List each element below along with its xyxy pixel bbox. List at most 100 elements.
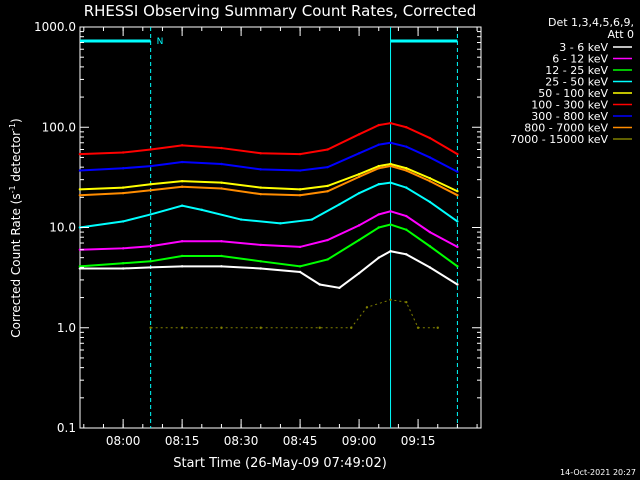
series-2 — [78, 223, 459, 268]
data-point — [357, 175, 361, 179]
data-point — [377, 167, 380, 170]
data-point — [78, 226, 82, 229]
series-8 — [149, 298, 439, 329]
data-point — [121, 267, 125, 270]
series-7 — [78, 164, 459, 197]
data-point — [298, 245, 302, 249]
y-tick-label: 10.0 — [49, 221, 76, 235]
data-point — [180, 204, 184, 207]
x-tick-label: 08:15 — [165, 434, 200, 448]
x-tick-label: 08:30 — [224, 434, 259, 448]
data-point — [149, 148, 152, 151]
data-point — [405, 169, 408, 172]
series-6 — [78, 141, 459, 173]
data-point — [259, 168, 262, 171]
legend-label: 100 - 300 keV — [531, 99, 608, 112]
legend-label: 6 - 12 keV — [552, 53, 608, 66]
data-point — [78, 152, 82, 156]
legend-label: 12 - 25 keV — [545, 64, 608, 77]
data-point — [78, 267, 82, 270]
data-point — [149, 326, 152, 329]
data-point — [456, 170, 459, 173]
data-point — [377, 226, 380, 229]
legend-label: 50 - 100 keV — [538, 87, 608, 100]
data-point — [377, 143, 380, 146]
data-point — [405, 167, 408, 170]
flag-label: N — [157, 37, 164, 47]
data-point — [377, 213, 380, 216]
series-3 — [78, 181, 459, 229]
data-point — [428, 156, 432, 159]
y-axis-label-part-2: detector — [9, 131, 23, 186]
y-axis-label-sup-1: -1 — [8, 185, 17, 193]
data-point — [220, 254, 223, 258]
data-point — [220, 187, 223, 190]
data-point — [259, 243, 262, 247]
data-point — [149, 266, 152, 269]
plot-area — [79, 26, 482, 429]
data-point — [121, 167, 125, 170]
data-point — [357, 152, 361, 155]
data-point — [149, 164, 152, 168]
data-point — [220, 265, 223, 268]
data-point — [220, 162, 223, 166]
series-line — [150, 299, 438, 329]
data-point — [220, 240, 223, 243]
data-point — [405, 253, 408, 256]
data-point — [149, 213, 152, 216]
data-point — [357, 224, 361, 227]
data-point — [149, 189, 152, 192]
chart-title: RHESSI Observing Summary Count Rates, Co… — [84, 2, 477, 20]
data-point — [365, 306, 369, 309]
legend-label: 300 - 800 keV — [531, 110, 608, 123]
data-point — [377, 183, 380, 186]
data-point — [389, 250, 392, 253]
x-axis-label: Start Time (26-May-09 07:49:02) — [173, 456, 387, 471]
data-point — [259, 267, 262, 270]
data-point — [149, 260, 152, 263]
data-point — [377, 123, 380, 127]
y-tick-label: 100.0 — [42, 120, 76, 134]
data-point — [416, 326, 420, 329]
data-point — [121, 191, 125, 195]
data-point — [389, 181, 392, 184]
data-point — [389, 162, 392, 166]
data-point — [180, 179, 184, 183]
legend-header-line-1: Det 1,3,4,5,6,9, — [548, 16, 634, 29]
data-point — [326, 238, 329, 242]
data-point — [298, 169, 302, 172]
data-point — [78, 248, 82, 251]
y-axis-label-part-1: Corrected Count Rate (s — [9, 193, 23, 337]
data-point — [389, 164, 392, 168]
y-axis-label-part-3: ) — [9, 118, 23, 123]
data-point — [259, 152, 262, 155]
data-point — [326, 148, 329, 151]
data-point — [298, 265, 302, 268]
series-4 — [78, 162, 459, 193]
data-point — [259, 192, 262, 196]
data-point — [298, 188, 302, 191]
data-point — [428, 245, 432, 248]
data-point — [310, 218, 314, 221]
legend-header-line-2: Att 0 — [608, 28, 634, 41]
data-point — [389, 121, 392, 125]
data-point — [350, 326, 353, 329]
data-point — [180, 144, 184, 147]
data-point — [428, 200, 432, 204]
data-point — [149, 245, 152, 248]
data-point — [456, 245, 459, 249]
series-line — [79, 223, 458, 268]
data-point — [428, 179, 432, 183]
data-point — [428, 230, 432, 234]
data-point — [405, 145, 408, 148]
data-point — [389, 210, 392, 213]
series-0 — [78, 250, 459, 290]
data-point — [239, 218, 243, 221]
data-point — [180, 160, 184, 164]
data-point — [220, 326, 223, 329]
data-point — [259, 186, 262, 189]
data-point — [180, 326, 184, 329]
y-axis-label: Corrected Count Rate (s-1 detector-1) — [8, 118, 23, 337]
data-point — [78, 188, 82, 191]
